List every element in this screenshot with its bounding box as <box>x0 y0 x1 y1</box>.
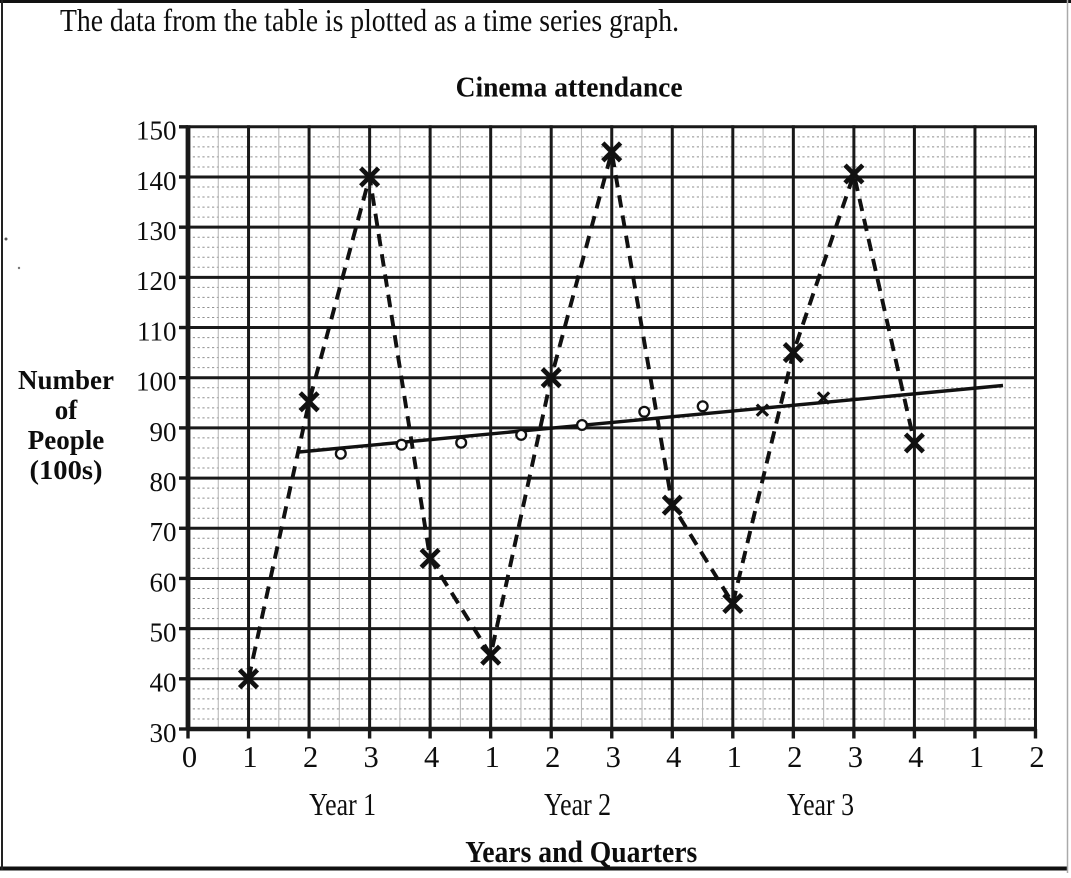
svg-text:Year 3: Year 3 <box>787 786 854 822</box>
svg-text:50: 50 <box>150 618 177 648</box>
svg-text:2: 2 <box>1029 740 1044 774</box>
svg-text:110: 110 <box>137 316 177 346</box>
svg-text:100: 100 <box>136 367 177 397</box>
svg-text:Number: Number <box>18 365 114 395</box>
svg-text:90: 90 <box>150 417 177 447</box>
svg-text:Years and Quarters: Years and Quarters <box>465 834 697 869</box>
svg-text:3: 3 <box>606 740 621 774</box>
svg-text:3: 3 <box>848 740 863 774</box>
svg-text:2: 2 <box>303 740 318 774</box>
svg-text:0: 0 <box>182 740 197 774</box>
svg-text:1: 1 <box>969 740 984 774</box>
svg-text:70: 70 <box>150 517 177 547</box>
svg-text:120: 120 <box>136 266 177 296</box>
svg-text:(100s): (100s) <box>30 454 103 485</box>
svg-text:of: of <box>55 395 79 425</box>
svg-text:60: 60 <box>150 567 177 597</box>
svg-text:People: People <box>28 425 104 455</box>
svg-text:2: 2 <box>787 740 802 774</box>
svg-text:The data from the table is plo: The data from the table is plotted as a … <box>60 3 679 38</box>
svg-text:Year 2: Year 2 <box>544 786 611 822</box>
svg-text:150: 150 <box>136 116 177 146</box>
svg-text:3: 3 <box>363 740 378 774</box>
svg-text:30: 30 <box>150 718 177 748</box>
svg-text:1: 1 <box>242 740 257 774</box>
svg-text:1: 1 <box>727 740 742 774</box>
svg-text:40: 40 <box>150 668 177 698</box>
svg-text:4: 4 <box>908 740 923 774</box>
svg-text:Cinema attendance: Cinema attendance <box>456 73 683 104</box>
svg-text:4: 4 <box>666 740 681 774</box>
svg-text:1: 1 <box>485 740 500 774</box>
svg-text:Year 1: Year 1 <box>309 786 376 822</box>
svg-text:2: 2 <box>545 740 560 774</box>
svg-text:130: 130 <box>136 216 177 246</box>
svg-text:4: 4 <box>424 740 439 774</box>
svg-text:140: 140 <box>136 166 177 196</box>
svg-text:80: 80 <box>150 467 177 497</box>
